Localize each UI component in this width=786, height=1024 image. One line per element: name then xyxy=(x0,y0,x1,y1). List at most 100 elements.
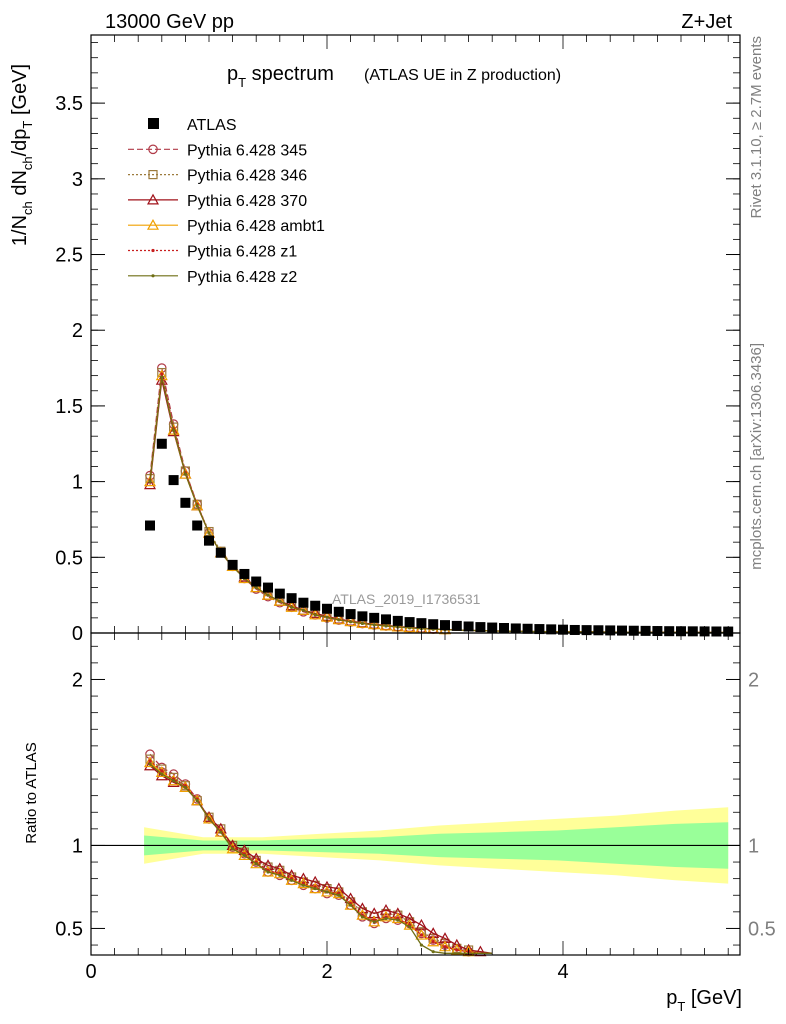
ratio-point xyxy=(379,903,393,915)
rivet-version-label: Rivet 3.1.10, ≥ 2.7M events xyxy=(748,36,765,219)
data-point xyxy=(357,611,368,622)
ratio-point xyxy=(455,948,459,952)
ratio-point xyxy=(325,890,329,894)
mc-point xyxy=(372,623,376,627)
legend-marker xyxy=(146,218,160,230)
spectrum-y-axis-label: 1/Nch dNch/dpT [GeV] xyxy=(9,64,35,246)
ratio-point xyxy=(219,830,223,834)
mc-point xyxy=(285,601,298,612)
mc-point xyxy=(167,425,180,437)
y-tick-label: 3 xyxy=(72,169,83,191)
data-point xyxy=(392,615,403,626)
ratio-y-axis-label: Ratio to ATLAS xyxy=(23,742,40,843)
process-label: Z+Jet xyxy=(681,11,732,33)
data-point xyxy=(664,626,675,637)
ratio-point xyxy=(231,847,235,851)
mc-point xyxy=(266,593,270,597)
legend-marker xyxy=(148,170,158,180)
ratio-line-2 xyxy=(149,765,493,954)
ratio-point xyxy=(148,762,152,766)
mc-point xyxy=(325,615,329,619)
data-point xyxy=(451,620,462,631)
mc-point xyxy=(160,375,164,379)
y-tick-label: 3.5 xyxy=(55,93,83,115)
ratio-point xyxy=(179,781,192,792)
data-point xyxy=(711,626,722,637)
ratio-point xyxy=(242,853,246,858)
y-tick-label: 2 xyxy=(72,320,83,342)
mc-point xyxy=(309,607,322,618)
mc-point xyxy=(254,585,258,590)
ratio-point xyxy=(278,873,282,877)
ratio-frame xyxy=(90,632,741,956)
mc-point xyxy=(191,499,204,511)
ratio-point xyxy=(226,842,239,854)
data-point xyxy=(499,623,509,634)
ratio-point xyxy=(431,940,435,944)
data-point xyxy=(617,625,627,636)
data-point xyxy=(145,520,155,531)
data-point xyxy=(274,588,285,599)
mc-point xyxy=(160,372,164,376)
ratio-point xyxy=(297,877,310,889)
ratio-point xyxy=(202,812,216,824)
ratio-point xyxy=(313,887,317,891)
ratio-point xyxy=(419,933,423,937)
ratio-point xyxy=(427,935,440,947)
x-tick-label: 4 xyxy=(557,961,568,983)
ratio-point xyxy=(419,943,423,947)
ratio-point xyxy=(183,785,187,789)
mc-point xyxy=(313,613,317,617)
y-tick-label: 0 xyxy=(72,623,83,645)
mc-point xyxy=(167,423,180,435)
legend-label: Pythia 6.428 ambt1 xyxy=(187,218,325,235)
ratio-y-tick-label: 1 xyxy=(72,835,83,857)
mc-point xyxy=(273,594,286,606)
plot-title-note: (ATLAS UE in Z production) xyxy=(364,67,561,84)
legend-label: Pythia 6.428 370 xyxy=(187,193,307,210)
ratio-point xyxy=(337,893,341,897)
x-tick-label: 0 xyxy=(85,961,96,983)
ratio-point xyxy=(408,925,412,929)
mc-point xyxy=(143,475,157,487)
legend-marker xyxy=(151,274,155,278)
spectrum-x-ticks xyxy=(90,35,729,633)
data-point xyxy=(286,593,297,604)
ratio-point xyxy=(191,794,204,806)
x-tick-label: 2 xyxy=(321,961,332,983)
mc-point xyxy=(143,478,157,490)
data-point xyxy=(215,547,226,558)
x-axis-label: pT [GeV] xyxy=(666,987,742,1014)
plot-title: pT spectrum xyxy=(227,63,334,90)
data-point xyxy=(569,624,580,635)
ratio-point xyxy=(443,945,447,949)
data-point xyxy=(404,617,415,628)
ratio-point xyxy=(266,870,270,874)
ratio-point xyxy=(214,825,227,837)
data-point xyxy=(428,619,439,630)
ratio-point xyxy=(372,920,376,924)
mc-point xyxy=(183,472,187,476)
ratio-point xyxy=(396,918,400,922)
data-point xyxy=(298,597,309,608)
mc-point xyxy=(337,618,341,622)
spectrum-panel: 0 0.5 1 1.5 2 2.5 3 3.5 pT spectrum (ATLAS UE i… xyxy=(9,34,741,645)
mc-point xyxy=(179,467,192,479)
data-point xyxy=(416,618,427,629)
legend-label: Pythia 6.428 346 xyxy=(187,168,307,185)
data-point xyxy=(239,568,250,579)
data-point xyxy=(522,623,533,634)
data-point xyxy=(381,614,391,625)
ratio-point xyxy=(431,950,435,954)
data-point xyxy=(227,559,238,570)
data-point xyxy=(440,620,450,631)
data-point xyxy=(546,624,557,635)
mc-point xyxy=(384,624,388,628)
spectrum-y-axis: 0 0.5 1 1.5 2 2.5 3 3.5 xyxy=(55,42,740,645)
y-tick-label: 0.5 xyxy=(55,547,83,569)
ratio-point xyxy=(143,756,157,768)
data-point xyxy=(251,576,262,587)
ratio-point xyxy=(384,916,388,921)
mc-point xyxy=(261,588,275,600)
ratio-point xyxy=(172,779,176,783)
